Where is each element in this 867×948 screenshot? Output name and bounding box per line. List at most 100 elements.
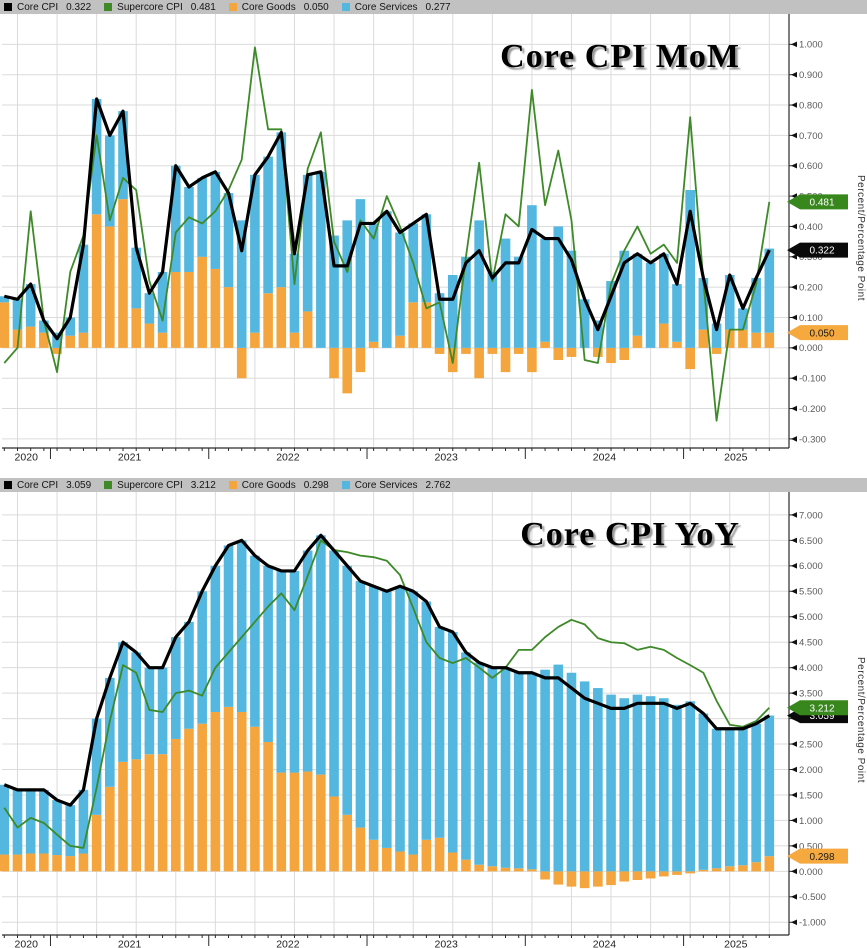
chart-title-yoy: Core CPI YoY	[520, 516, 740, 553]
legend-yoy: Core CPI 3.059 Supercore CPI 3.212 Core Go…	[0, 478, 867, 492]
svg-text:0.900: 0.900	[799, 70, 823, 81]
svg-text:0.700: 0.700	[799, 131, 823, 142]
legend-value: 2.762	[425, 479, 451, 491]
svg-text:2.500: 2.500	[799, 739, 823, 750]
legend-item-supercore: Supercore CPI 0.481	[104, 2, 216, 13]
legend-value: 3.059	[66, 479, 92, 491]
svg-text:7.000: 7.000	[799, 510, 823, 521]
legend-label: Core CPI	[17, 479, 59, 491]
svg-text:1.000: 1.000	[799, 40, 823, 51]
y-axis: -0.300 -0.200 -0.100 0.000 0.100 0.200 0.300 0.…	[788, 14, 826, 448]
svg-text:1.000: 1.000	[799, 816, 823, 827]
core-goods-swatch-icon	[228, 3, 237, 11]
svg-text:2023: 2023	[434, 452, 458, 463]
svg-text:4.000: 4.000	[799, 663, 823, 674]
legend-mom: Core CPI 0.322 Supercore CPI 0.481 Core Go…	[0, 0, 867, 14]
svg-text:0.500: 0.500	[799, 841, 823, 852]
svg-text:0.400: 0.400	[799, 222, 823, 233]
legend-item-core-cpi: Core CPI 3.059	[4, 480, 91, 491]
last-value-tag-orange	[787, 848, 848, 864]
svg-text:-0.200: -0.200	[799, 404, 826, 415]
svg-text:3.212: 3.212	[809, 703, 834, 714]
last-value-tag-green	[787, 700, 848, 716]
svg-text:0.000: 0.000	[799, 867, 823, 878]
core-services-swatch-icon	[341, 3, 350, 11]
svg-text:2022: 2022	[276, 939, 300, 948]
svg-text:2024: 2024	[593, 452, 617, 463]
legend-value: 0.322	[66, 1, 92, 13]
svg-text:2023: 2023	[434, 939, 458, 948]
supercore-swatch-icon	[104, 481, 113, 489]
panel-core-cpi-mom: Core CPI 0.322 Supercore CPI 0.481 Core Go…	[0, 0, 867, 462]
year-labels: 2020 2021 2022 2023 2024 2025	[15, 452, 748, 463]
supercore-cpi-line	[3, 539, 770, 849]
legend-label: Core CPI	[17, 1, 59, 13]
vertical-gridlines	[16, 492, 770, 935]
svg-text:2025: 2025	[724, 939, 748, 948]
svg-text:5.500: 5.500	[799, 587, 823, 598]
core-services-swatch-icon	[341, 481, 350, 489]
legend-label: Core Goods	[241, 1, 296, 13]
svg-text:-0.500: -0.500	[799, 892, 826, 903]
svg-text:0.298: 0.298	[809, 852, 834, 863]
panel-core-cpi-yoy: Core CPI 3.059 Supercore CPI 3.212 Core Go…	[0, 478, 867, 948]
panel-divider	[0, 462, 867, 478]
core-goods-swatch-icon	[228, 481, 237, 489]
y-axis-label-mom: Percent/Percentage Point	[855, 175, 866, 301]
legend-item-core-cpi: Core CPI 0.322	[4, 2, 91, 13]
svg-text:0.322: 0.322	[809, 246, 834, 257]
svg-text:2021: 2021	[118, 452, 142, 463]
legend-item-core-services: Core Services 0.277	[341, 1, 451, 13]
core-cpi-yoy-chart: 2020 2021 2022 2023 2024 2025 -1.000 -0.500 0.00…	[0, 492, 848, 948]
chart-title-mom: Core CPI MoM	[500, 38, 740, 75]
core-cpi-swatch-icon	[4, 3, 12, 11]
svg-text:2021: 2021	[118, 939, 142, 948]
svg-text:-0.100: -0.100	[799, 374, 826, 385]
svg-text:2022: 2022	[276, 452, 300, 463]
svg-text:0.050: 0.050	[809, 328, 834, 339]
svg-text:5.000: 5.000	[799, 612, 823, 623]
year-labels: 2020 2021 2022 2023 2024 2025	[15, 939, 748, 948]
legend-value: 3.212	[190, 479, 216, 491]
core-goods-bars	[0, 706, 775, 889]
svg-text:2025: 2025	[724, 452, 748, 463]
chart-area-yoy: 2020 2021 2022 2023 2024 2025 -1.000 -0.500 0.00…	[0, 492, 867, 948]
core-cpi-line	[3, 97, 771, 341]
legend-label: Supercore CPI	[117, 1, 183, 13]
supercore-swatch-icon	[104, 3, 113, 11]
legend-value: 0.277	[425, 1, 451, 13]
vertical-gridlines	[16, 14, 770, 448]
y-axis-label-yoy: Percent/Percentage Point	[855, 657, 866, 783]
legend-value: 0.050	[303, 1, 329, 13]
legend-item-supercore: Supercore CPI 3.212	[104, 480, 216, 491]
last-value-tag-black	[787, 242, 848, 258]
core-cpi-line	[3, 533, 771, 807]
legend-label: Core Services	[354, 1, 418, 13]
svg-text:4.500: 4.500	[799, 638, 823, 649]
core-cpi-mom-chart: 2020 2021 2022 2023 2024 2025 -0.300 -0.200 -0.1…	[0, 14, 848, 463]
legend-item-core-services: Core Services 2.762	[341, 479, 451, 491]
svg-text:0.481: 0.481	[809, 197, 834, 208]
core-services-bars	[0, 535, 775, 872]
x-axis	[2, 934, 789, 946]
svg-text:3.500: 3.500	[799, 689, 823, 700]
legend-value: 0.481	[190, 1, 216, 13]
svg-text:0.000: 0.000	[799, 343, 823, 354]
svg-text:0.300: 0.300	[799, 252, 823, 263]
y-axis: -1.000 -0.500 0.000 0.500 1.000 1.500 2.000 2.5…	[788, 492, 826, 935]
svg-text:2024: 2024	[593, 939, 617, 948]
legend-label: Supercore CPI	[117, 479, 183, 491]
svg-text:0.800: 0.800	[799, 100, 823, 111]
svg-text:1.500: 1.500	[799, 790, 823, 801]
svg-text:0.600: 0.600	[799, 161, 823, 172]
svg-text:2020: 2020	[15, 939, 39, 948]
last-value-tag-orange	[787, 325, 848, 341]
svg-text:-0.300: -0.300	[799, 434, 826, 445]
svg-text:6.500: 6.500	[799, 536, 823, 547]
svg-text:-1.000: -1.000	[799, 918, 826, 929]
svg-text:0.200: 0.200	[799, 283, 823, 294]
legend-item-core-goods: Core Goods 0.298	[228, 480, 329, 491]
core-services-bars	[0, 98, 775, 348]
core-cpi-swatch-icon	[4, 481, 12, 489]
